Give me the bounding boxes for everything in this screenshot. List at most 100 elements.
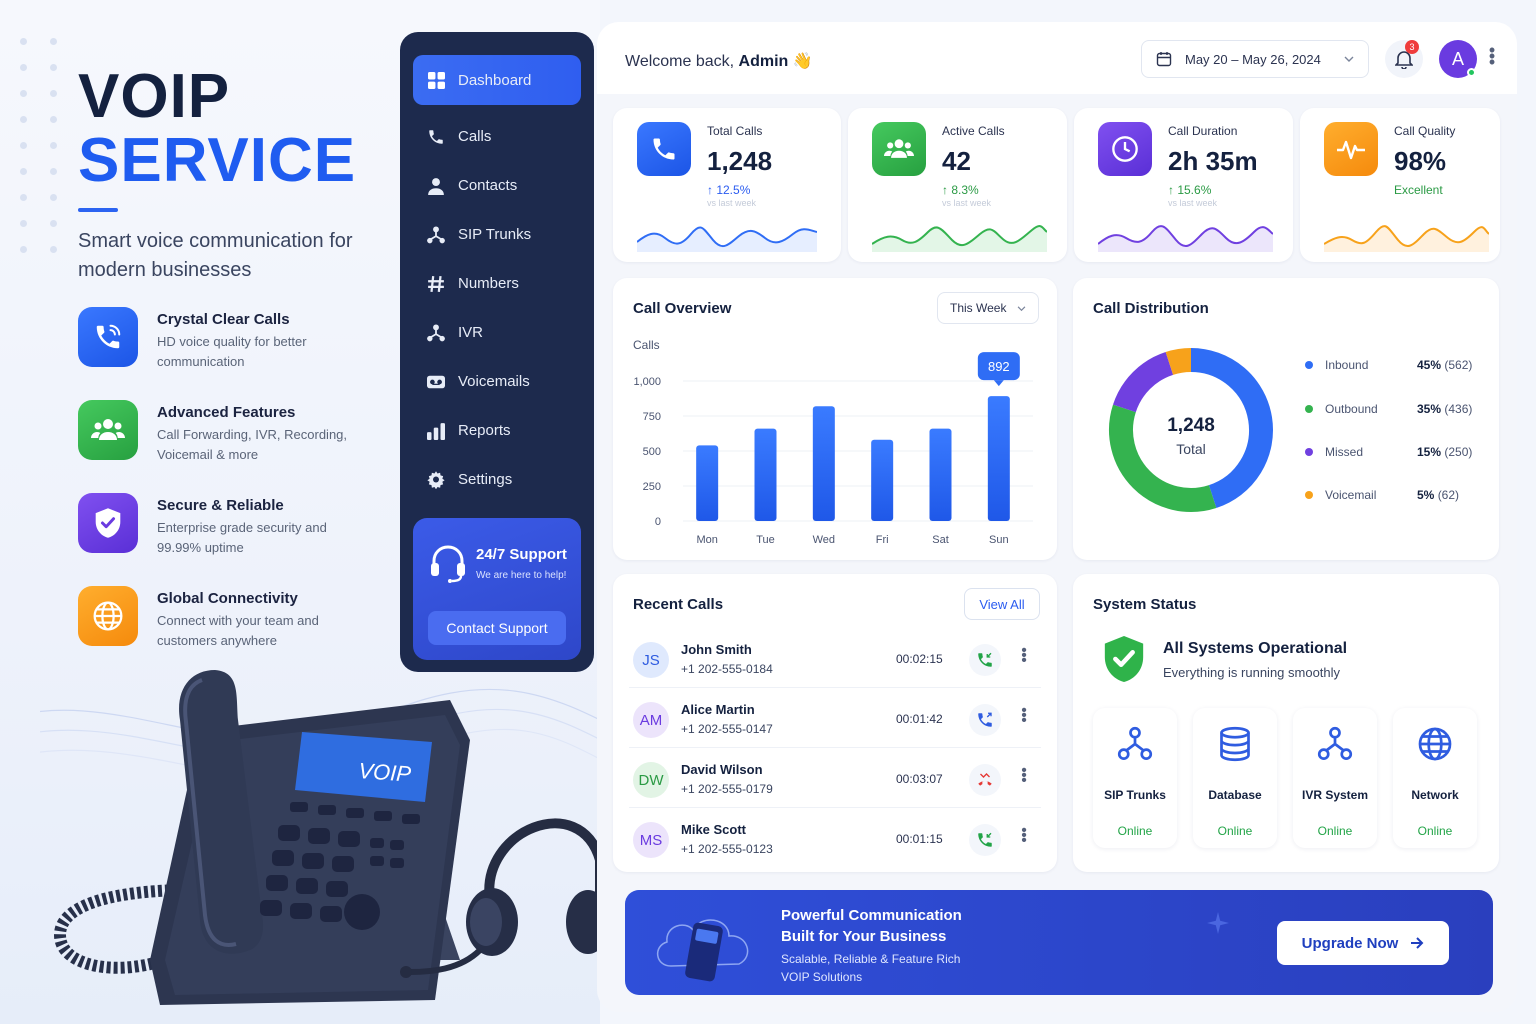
sidebar-item-voicemails[interactable]: Voicemails [413,357,581,406]
stat-label: Call Quality [1394,124,1456,138]
sidebar-item-label: Contacts [458,177,518,194]
feature-item: Advanced Features Call Forwarding, IVR, … [78,400,357,465]
bell-icon [1395,51,1413,69]
outgoing-call-icon[interactable] [969,704,1001,736]
banner-subtitle-line2: VOIP Solutions [781,970,863,984]
period-select[interactable]: This Week [937,292,1039,324]
view-all-button[interactable]: View All [964,588,1040,620]
legend-item-outbound: Outbound 35% (436) [1305,402,1472,416]
table-row[interactable]: JS John Smith +1 202-555-0184 00:02:15 •… [629,630,1041,688]
welcome-prefix: Welcome back, [625,53,739,70]
pulse-icon [1324,122,1378,176]
chevron-down-icon [1017,306,1026,312]
donut-slice-inbound[interactable] [1190,348,1273,508]
hero-accent-bar [78,208,118,212]
y-tick-label: 750 [643,411,661,423]
system-status-card: System Status All Systems Operational Ev… [1073,574,1499,872]
donut-total-label: Total [1176,441,1206,457]
caller-number: +1 202-555-0184 [681,662,773,676]
y-tick-label: 0 [655,516,661,528]
banner-subtitle-line1: Scalable, Reliable & Feature Rich [781,952,961,966]
bar-sun[interactable] [987,396,1010,521]
hero: VOIP SERVICE Smart voice communication f… [78,66,378,285]
sparkline [872,225,1047,252]
y-tick-label: 250 [643,481,661,493]
bar-wed[interactable] [812,406,835,521]
y-tick-label: 1,000 [633,376,661,388]
banner-title-line2: Built for Your Business [781,928,947,945]
feature-item: Crystal Clear Calls HD voice quality for… [78,307,357,372]
contact-support-button[interactable]: Contact Support [428,611,566,645]
missed-call-icon[interactable] [969,764,1001,796]
status-tile-database[interactable]: Database Online [1193,708,1277,848]
bar-tue[interactable] [754,428,777,521]
desk-phone-illustration: VOIP [40,670,610,1005]
legend-name: Outbound [1325,402,1378,416]
sparkle-icon [1207,912,1229,934]
upgrade-now-button[interactable]: Upgrade Now [1277,921,1449,965]
sidebar-item-numbers[interactable]: Numbers [413,259,581,308]
donut-slice-outbound[interactable] [1109,404,1217,512]
status-tile-network[interactable]: Network Online [1393,708,1477,848]
more-vertical-icon[interactable]: • • • [1021,762,1027,789]
date-range-text: May 20 – May 26, 2024 [1185,51,1321,67]
status-tile-ivr-system[interactable]: IVR System Online [1293,708,1377,848]
x-tick-label: Sun [989,534,1009,546]
incoming-call-icon[interactable] [969,644,1001,676]
sidebar-item-sip-trunks[interactable]: SIP Trunks [413,210,581,259]
table-row[interactable]: DW David Wilson +1 202-555-0179 00:03:07… [629,750,1041,808]
call-distribution-card: Call Distribution 1,248 Total Inbound 45%… [1073,278,1499,560]
more-vertical-icon[interactable]: • • • [1488,40,1496,72]
hero-title-line2: SERVICE [78,126,357,195]
bar-tooltip-label: 892 [988,359,1010,374]
tile-status: Online [1317,824,1353,838]
stat-value: 2h 35m [1168,146,1258,176]
stat-value: 1,248 [707,146,773,176]
recent-calls-title: Recent Calls [633,596,724,613]
incoming-call-icon[interactable] [969,824,1001,856]
stat-label: Active Calls [942,124,1005,138]
users-icon [78,400,138,460]
x-tick-label: Fri [876,534,889,546]
feature-desc: Enterprise grade security and 99.99% upt… [157,520,327,555]
legend-name: Voicemail [1325,488,1377,502]
more-vertical-icon[interactable]: • • • [1021,642,1027,669]
donut-slice-voicemail[interactable] [1165,348,1192,375]
sidebar-item-contacts[interactable]: Contacts [413,161,581,210]
legend-name: Missed [1325,445,1364,459]
more-vertical-icon[interactable]: • • • [1021,702,1027,729]
sidebar-item-label: Voicemails [458,373,530,390]
hero-subtitle: Smart voice communication for modern bus… [78,230,353,281]
call-duration: 00:02:15 [896,652,943,666]
stat-label: Total Calls [707,124,763,138]
donut-slice-missed[interactable] [1113,352,1174,413]
stat-change: ↑ 8.3% [942,183,979,197]
headset-icon [431,545,465,583]
legend-name: Inbound [1325,358,1369,372]
date-range-picker[interactable]: May 20 – May 26, 2024 [1141,40,1369,78]
sparkline [637,226,817,252]
sidebar-item-ivr[interactable]: IVR [413,308,581,357]
bar-fri[interactable] [871,439,894,521]
more-vertical-icon[interactable]: • • • [1021,822,1027,849]
sidebar-item-settings[interactable]: Settings [413,455,581,504]
sidebar-item-dashboard[interactable]: Dashboard [413,55,581,105]
sidebar-item-label: IVR [458,324,484,341]
table-row[interactable]: MS Mike Scott +1 202-555-0123 00:01:15 •… [629,810,1041,868]
x-tick-label: Tue [756,534,775,546]
sidebar-item-calls[interactable]: Calls [413,112,581,161]
sidebar-item-label: Calls [458,128,492,145]
y-tick-label: 500 [643,446,661,458]
bar-mon[interactable] [696,445,719,521]
notifications-button[interactable]: 3 [1385,40,1423,78]
stat-card-total-calls: Total Calls 1,248 ↑ 12.5% vs last week [613,108,841,262]
table-row[interactable]: AM Alice Martin +1 202-555-0147 00:01:42… [629,690,1041,748]
avatar: MS [633,822,669,858]
bar-sat[interactable] [929,428,952,521]
feature-item: Global Connectivity Connect with your te… [78,586,357,651]
user-icon [427,177,445,195]
sidebar-item-reports[interactable]: Reports [413,406,581,455]
sidebar-item-label: Dashboard [458,71,532,89]
status-tile-sip-trunks[interactable]: SIP Trunks Online [1093,708,1177,848]
call-distribution-donut: 1,248 Total [1109,348,1273,512]
